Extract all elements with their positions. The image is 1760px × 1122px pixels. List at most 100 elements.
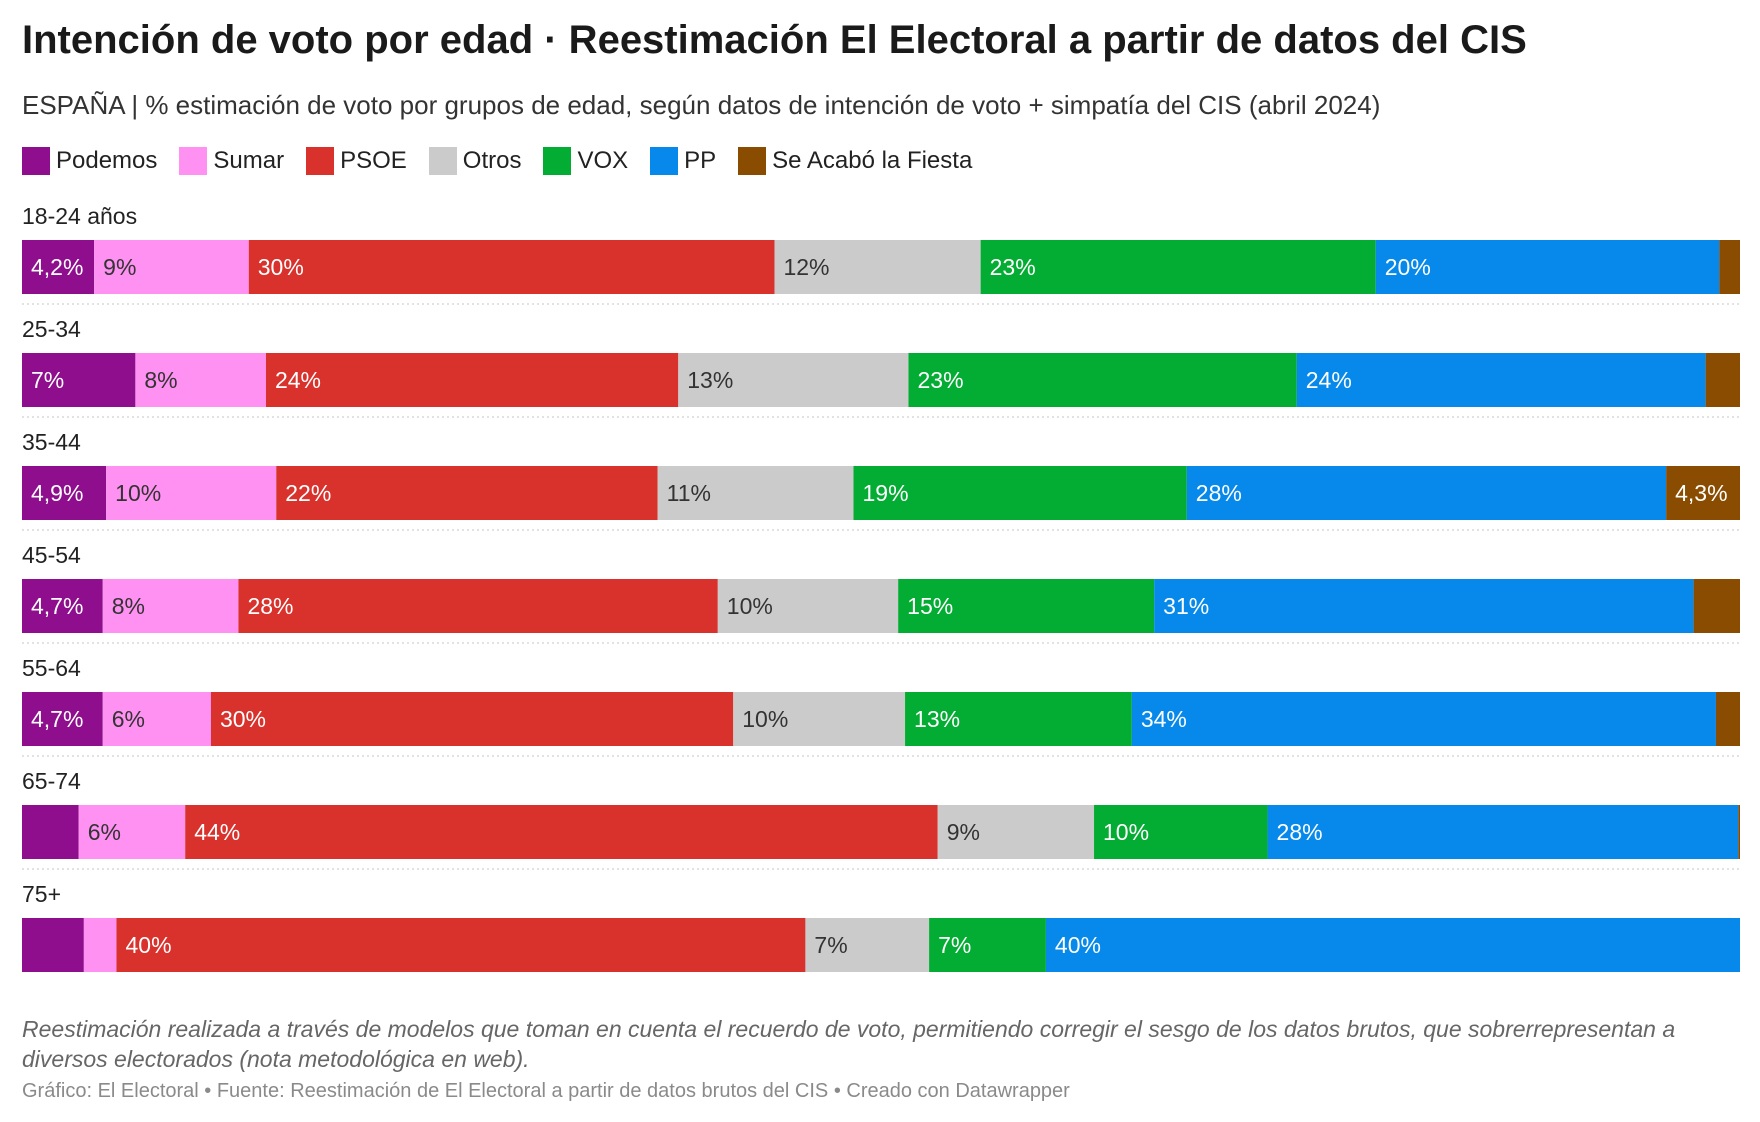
bar-segment [1693,579,1740,633]
legend-item: VOX [543,147,628,175]
bar-segment [106,466,277,520]
bar-segment [1296,353,1706,407]
data-label: 10% [1103,819,1149,845]
legend-swatch [738,147,767,175]
data-label: 23% [990,254,1036,280]
data-label: 10% [727,593,773,619]
bar-segment [276,466,658,520]
data-label: 30% [220,706,266,732]
data-label: 40% [125,932,171,958]
bar-segment [135,353,266,407]
bar-segment [1375,240,1720,294]
bar-segment [678,353,909,407]
bar-segment [980,240,1376,294]
data-label: 44% [194,819,240,845]
chart-subtitle: ESPAÑA | % estimación de voto por grupos… [22,90,1381,120]
bar-segment [210,692,734,746]
data-label: 10% [742,706,788,732]
data-label: 7% [938,932,971,958]
data-label: 28% [1277,819,1323,845]
data-label: 28% [1196,480,1242,506]
bar-segment [83,918,117,972]
row-label: 65-74 [22,768,81,794]
legend-item: PSOE [306,147,407,175]
legend-swatch [22,147,50,175]
chart-title: Intención de voto por edad · Reestimació… [22,18,1527,62]
row-label: 45-54 [22,542,81,568]
data-label: 24% [1306,367,1352,393]
legend-swatch [650,147,679,175]
legend-label: PP [684,147,717,174]
bar-segment [1719,240,1740,294]
data-label: 8% [112,593,145,619]
legend-item: Sumar [179,147,284,175]
data-label: 22% [285,480,331,506]
data-label: 12% [783,254,829,280]
bar-segment [937,805,1095,859]
data-label: 8% [144,367,177,393]
bar-segment [22,353,136,407]
bar-segment [185,805,938,859]
bar-segment [1705,353,1740,407]
bar-segment [22,692,103,746]
source-credit: Gráfico: El Electoral • Fuente: Reestima… [22,1080,1070,1102]
bar-segment [1154,579,1694,633]
bar-segment [1267,805,1739,859]
legend-item: Otros [428,147,521,175]
legend-label: Podemos [56,147,158,174]
data-label: 4,2% [31,254,83,280]
legend-label: Se Acabó la Fiesta [772,147,973,174]
data-label: 28% [247,593,293,619]
bar-segment [78,805,186,859]
data-label: 30% [258,254,304,280]
legend-swatch [543,147,572,175]
bar-segment [22,918,84,972]
legend-swatch [179,147,208,175]
legend-label: VOX [577,147,629,174]
bar-segment [238,579,718,633]
row-label: 18-24 años [22,203,137,229]
bar-segment [1186,466,1667,520]
data-label: 9% [103,254,136,280]
data-label: 13% [687,367,733,393]
bar-segment [102,692,211,746]
bar-segment [1666,466,1740,520]
data-label: 6% [88,819,121,845]
data-label: 6% [112,706,145,732]
bar-segment [265,353,679,407]
bar-segment [248,240,775,294]
data-label: 23% [917,367,963,393]
bar-segment [1131,692,1716,746]
bar-segment [22,240,95,294]
data-label: 40% [1055,932,1101,958]
row-label: 25-34 [22,316,81,342]
bar-segment [94,240,249,294]
bar-segment [929,918,1046,972]
bar-segment [102,579,239,633]
bar-segment [805,918,930,972]
legend-swatch [306,147,335,175]
bar-segment [774,240,981,294]
bar-segment [898,579,1155,633]
bar-segment [22,579,103,633]
legend-swatch [428,147,457,175]
data-label: 4,3% [1675,480,1727,506]
data-label: 4,9% [31,480,83,506]
bar-segment [1045,918,1740,972]
legend-item: Podemos [22,147,157,175]
data-label: 15% [907,593,953,619]
bar-segment [905,692,1132,746]
row-label: 75+ [22,881,61,907]
data-label: 24% [275,367,321,393]
legend: Podemos Sumar PSOE Otros VOX PP Se Acabó la Fi… [22,146,994,176]
data-label: 31% [1163,593,1209,619]
data-label: 13% [914,706,960,732]
bar-segment [1094,805,1268,859]
data-label: 4,7% [31,706,83,732]
data-label: 9% [947,819,980,845]
data-label: 34% [1141,706,1187,732]
legend-label: Sumar [213,147,285,174]
data-label: 11% [667,480,711,506]
bar-segment [22,805,79,859]
bar-segment [1738,805,1740,859]
